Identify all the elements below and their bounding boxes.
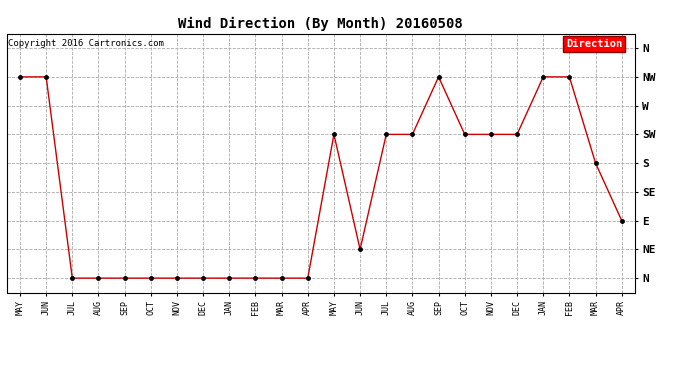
Text: Copyright 2016 Cartronics.com: Copyright 2016 Cartronics.com — [8, 39, 164, 48]
Text: Direction: Direction — [566, 39, 622, 49]
Title: Wind Direction (By Month) 20160508: Wind Direction (By Month) 20160508 — [179, 17, 463, 31]
